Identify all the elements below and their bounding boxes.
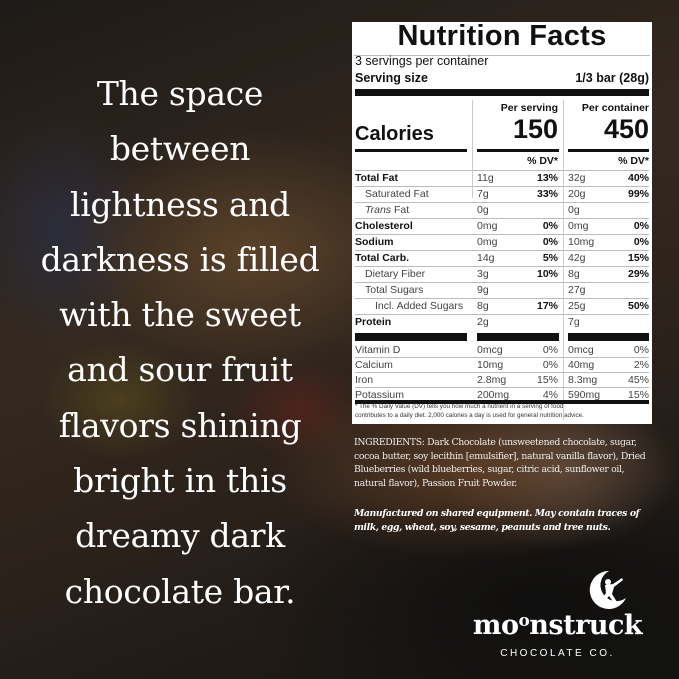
- tagline-line: The space: [96, 74, 264, 113]
- amount-per-serving: 10mg: [477, 359, 504, 371]
- brand-name: moonstruck: [455, 610, 660, 641]
- nutrient-name: Saturated Fat: [365, 188, 429, 200]
- dv-per-container: 15%: [627, 252, 649, 264]
- amount-per-container: 27g: [568, 284, 586, 296]
- footnote-line-1: * The % Daily Value (DV) tells you how m…: [355, 403, 564, 410]
- dv-per-container: 0%: [633, 236, 649, 248]
- tagline-line: dreamy dark: [75, 516, 285, 556]
- nutrient-name: Total Sugars: [365, 284, 424, 296]
- crescent-moon-explorer-icon: [589, 570, 626, 609]
- amount-per-serving: 200mg: [477, 389, 510, 401]
- per-container-header: Per container: [581, 102, 649, 114]
- tagline-line: darkness is filled: [40, 239, 320, 279]
- micronutrient-name: Calcium: [355, 359, 393, 371]
- dv-per-serving: 13%: [536, 172, 558, 184]
- calories-per-container: 450: [603, 114, 649, 144]
- brand-part: o: [518, 611, 530, 631]
- brand-part: mo: [472, 610, 519, 641]
- serving-size-value: 1/3 bar (28g): [575, 71, 649, 85]
- ingredients-text: INGREDIENTS: Dark Chocolate (unsweetened…: [354, 437, 646, 489]
- amount-per-container: 42g: [568, 252, 586, 264]
- amount-per-container: 590mg: [568, 389, 601, 401]
- amount-per-serving: 8g: [477, 300, 489, 312]
- per-serving-header: Per serving: [500, 102, 558, 114]
- nutrient-name: Incl. Added Sugars: [375, 300, 464, 312]
- amount-per-container: 0mcg: [568, 344, 594, 356]
- tagline-line: chocolate bar.: [64, 571, 296, 611]
- amount-per-container: 40mg: [568, 359, 595, 371]
- micronutrient-name: Iron: [355, 374, 374, 386]
- amount-per-serving: 0mg: [477, 236, 498, 248]
- dv-header-serving: % DV*: [527, 155, 558, 167]
- dv-per-serving: 10%: [536, 268, 558, 280]
- calories-per-serving: 150: [512, 114, 558, 144]
- amount-per-container: 32g: [568, 172, 586, 184]
- nutrient-name: Cholesterol: [355, 220, 413, 232]
- amount-per-serving: 3g: [477, 268, 489, 280]
- dv-per-serving: 15%: [536, 374, 558, 386]
- amount-per-serving: 11g: [477, 172, 494, 184]
- nutrient-name: Total Fat: [355, 172, 398, 184]
- allergen-statement: Manufactured on shared equipment. May co…: [354, 508, 640, 533]
- nutrition-title: Nutrition Facts: [397, 20, 607, 52]
- tagline-line: lightness and: [69, 184, 291, 224]
- nutrition-facts-label: Nutrition Facts 3 servings per container…: [352, 20, 652, 424]
- nutrient-name: Sodium: [355, 236, 394, 248]
- tagline: The space between lightness and darkness is…: [10, 66, 350, 619]
- tagline-line: with the sweet: [59, 295, 301, 335]
- calories-label: Calories: [355, 123, 434, 145]
- tagline-line: and sour fruit: [67, 350, 293, 390]
- amount-per-container: 8.3mg: [568, 374, 598, 386]
- amount-per-serving: 0mg: [477, 220, 498, 232]
- dv-per-serving: 33%: [536, 188, 558, 200]
- dv-per-container: 50%: [627, 300, 649, 312]
- dv-per-container: 99%: [627, 188, 649, 200]
- serving-size-label: Serving size: [355, 71, 428, 85]
- amount-per-container: 7g: [568, 316, 580, 328]
- micronutrient-name: Vitamin D: [355, 344, 401, 356]
- dv-per-container: 0%: [633, 344, 649, 356]
- dv-per-serving: 4%: [542, 389, 558, 401]
- amount-per-serving: 9g: [477, 284, 489, 296]
- amount-per-container: 0g: [568, 204, 580, 216]
- dv-per-container: 40%: [627, 172, 649, 184]
- amount-per-serving: 14g: [477, 252, 495, 264]
- dv-header-container: % DV*: [618, 155, 649, 167]
- nutrient-name: Total Carb.: [355, 252, 410, 264]
- dv-per-serving: 17%: [536, 300, 558, 312]
- micronutrient-name: Potassium: [355, 389, 405, 401]
- amount-per-container: 10mg: [568, 236, 595, 248]
- dv-per-serving: 0%: [542, 344, 558, 356]
- amount-per-container: 25g: [568, 300, 586, 312]
- amount-per-container: 20g: [568, 188, 586, 200]
- amount-per-serving: 2g: [477, 316, 489, 328]
- footnote-line-2: contributes to a daily diet. 2,000 calor…: [355, 412, 584, 419]
- amount-per-container: 0mg: [568, 220, 589, 232]
- amount-per-container: 8g: [568, 268, 580, 280]
- dv-per-serving: 0%: [542, 236, 558, 248]
- amount-per-serving: 2.8mg: [477, 374, 507, 386]
- nutrient-name: Dietary Fiber: [365, 268, 426, 280]
- dv-per-container: 45%: [627, 374, 649, 386]
- tagline-line: flavors shining: [58, 405, 302, 445]
- brand-part: nstruck: [529, 610, 643, 641]
- dv-per-container: 15%: [627, 389, 649, 401]
- amount-per-serving: 0g: [477, 204, 489, 216]
- dv-per-serving: 0%: [542, 220, 558, 232]
- dv-per-serving: 0%: [542, 359, 558, 371]
- servings-per-container: 3 servings per container: [355, 54, 489, 68]
- amount-per-serving: 7g: [477, 188, 489, 200]
- nutrient-name: Trans Fat: [365, 204, 410, 216]
- amount-per-serving: 0mcg: [477, 344, 503, 356]
- dv-per-container: 2%: [633, 359, 649, 371]
- tagline-line: bright in this: [73, 461, 287, 501]
- dv-per-container: 0%: [633, 220, 649, 232]
- tagline-line: between: [109, 129, 251, 169]
- brand-subtitle: CHOCOLATE CO.: [500, 648, 615, 659]
- dv-per-serving: 5%: [542, 252, 558, 264]
- dv-per-container: 29%: [627, 268, 649, 280]
- nutrient-name: Protein: [355, 316, 392, 328]
